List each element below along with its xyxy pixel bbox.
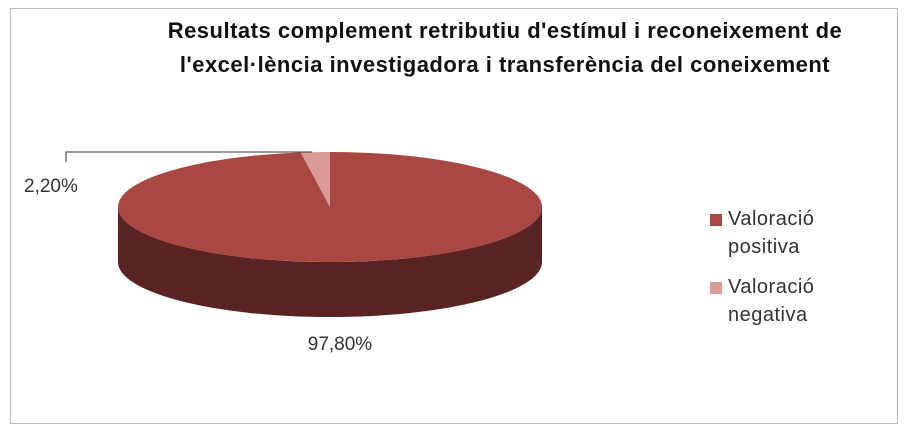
pie-slice: [118, 152, 543, 262]
pie-slice: [300, 152, 330, 207]
data-label: 97,80%: [308, 334, 373, 355]
chart-frame: [10, 8, 898, 424]
leader-line: [65, 151, 312, 162]
legend-swatch: [710, 214, 722, 226]
data-label: 2,20%: [24, 176, 78, 197]
pie-side: [118, 207, 542, 317]
legend-label: Valoració negativa: [728, 276, 815, 326]
legend-label: Valoració positiva: [728, 208, 815, 258]
legend-swatch: [710, 282, 722, 294]
chart-title: Resultats complement retributiu d'estímu…: [167, 18, 843, 77]
